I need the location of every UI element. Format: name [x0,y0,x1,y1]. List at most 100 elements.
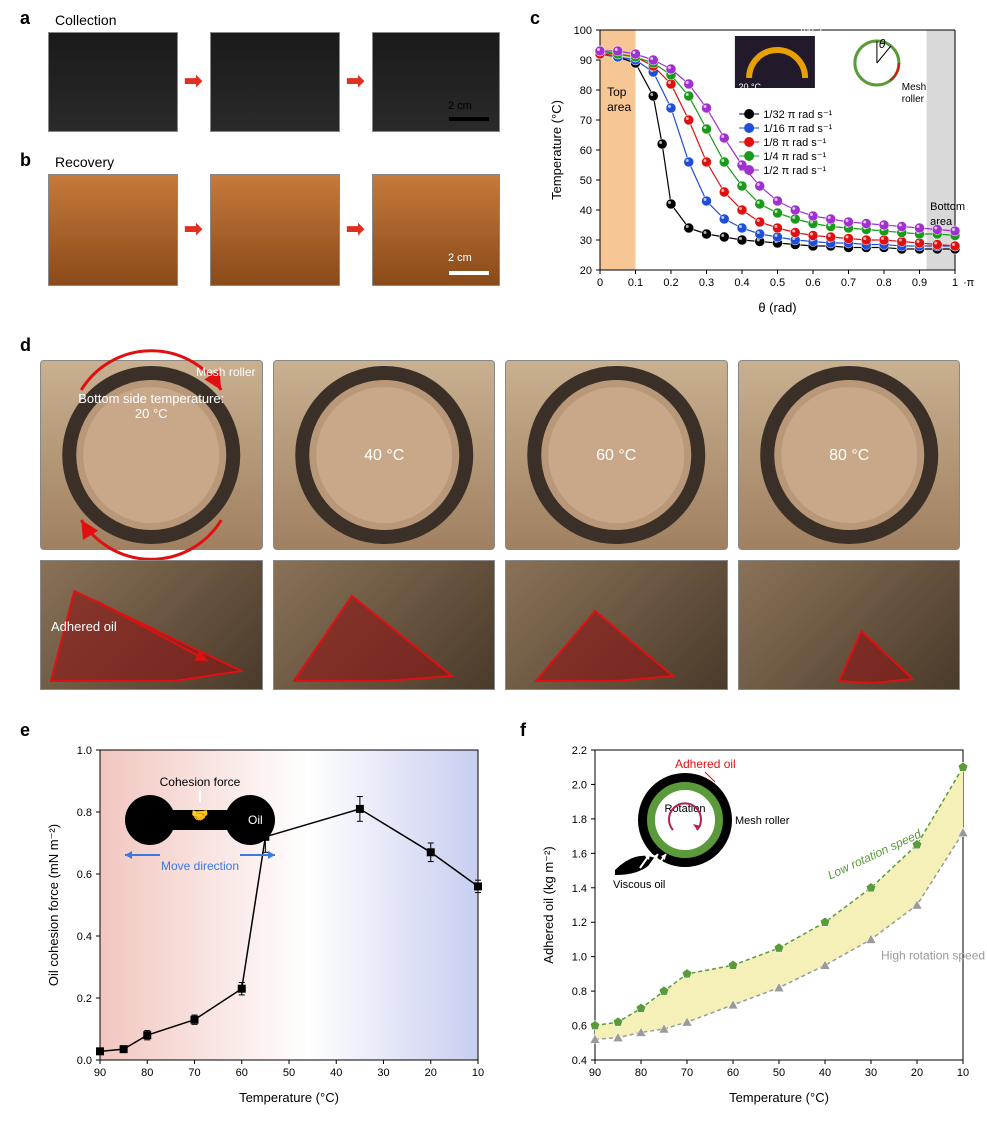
svg-text:0.3: 0.3 [699,277,714,289]
svg-text:0.6: 0.6 [77,869,92,881]
svg-text:Temperature (°C): Temperature (°C) [239,1090,339,1105]
panel-b-image-1 [48,174,178,286]
svg-text:20: 20 [580,265,592,277]
svg-text:θ (rad): θ (rad) [758,300,796,315]
svg-text:90: 90 [94,1067,106,1079]
svg-text:High rotation speed: High rotation speed [881,948,985,962]
svg-text:Top: Top [607,85,627,99]
svg-text:80 °C: 80 °C [829,447,869,464]
panel-b-title: Recovery [55,154,114,170]
svg-text:Adhered oil (kg m⁻²): Adhered oil (kg m⁻²) [541,846,556,963]
svg-text:0.2: 0.2 [663,277,678,289]
panel-f-chart: 0.40.60.81.01.21.41.61.82.02.29080706050… [535,740,975,1110]
svg-text:0.4: 0.4 [572,1055,587,1067]
svg-text:🤝: 🤝 [191,807,208,823]
svg-text:50: 50 [283,1067,295,1079]
svg-text:100 °C: 100 °C [799,25,827,35]
svg-text:Viscous oil: Viscous oil [613,879,665,891]
svg-text:80: 80 [635,1067,647,1079]
svg-text:θ: θ [879,37,886,51]
svg-text:area: area [607,100,631,114]
panel-d-images: Bottom side temperature:20 °CMesh roller… [40,360,960,695]
svg-text:0.5: 0.5 [770,277,785,289]
arrow-icon: ➡ [184,216,202,242]
panel-a-image-2 [210,32,340,132]
svg-text:1/4 π rad s⁻¹: 1/4 π rad s⁻¹ [763,151,826,163]
panel-c-chart: TopareaBottomarea203040506070809010000.1… [545,20,975,320]
svg-text:Cohesion force: Cohesion force [160,775,241,789]
svg-text:0.8: 0.8 [77,807,92,819]
arrow-icon: ➡ [346,68,364,94]
roller-image: Bottom side temperature:20 °CMesh roller [40,360,263,550]
svg-text:2.2: 2.2 [572,745,587,757]
svg-text:0.9: 0.9 [912,277,927,289]
svg-text:40: 40 [819,1067,831,1079]
svg-text:20: 20 [425,1067,437,1079]
panel-a-title: Collection [55,12,116,28]
panel-d-label: d [20,335,31,356]
roller-image: 80 °C [738,360,961,550]
svg-text:100: 100 [574,25,592,37]
svg-text:0.0: 0.0 [77,1055,92,1067]
svg-text:0.1: 0.1 [628,277,643,289]
svg-text:10: 10 [957,1067,969,1079]
svg-text:Oil cohesion force (mN m⁻²): Oil cohesion force (mN m⁻²) [46,824,61,986]
panel-b-scale: 2 cm [448,252,472,264]
svg-text:90: 90 [589,1067,601,1079]
panel-a-scale: 2 cm [448,100,472,112]
svg-text:90: 90 [580,55,592,67]
svg-text:70: 70 [580,115,592,127]
svg-text:10: 10 [472,1067,484,1079]
svg-text:·π: ·π [963,277,975,289]
panel-b-image-2 [210,174,340,286]
svg-text:1.4: 1.4 [572,883,587,895]
svg-text:Oil: Oil [248,813,263,827]
svg-text:2.0: 2.0 [572,779,587,791]
svg-text:Bottom: Bottom [930,201,965,213]
svg-text:0.4: 0.4 [77,931,92,943]
svg-text:Temperature (°C): Temperature (°C) [729,1090,829,1105]
svg-text:0.4: 0.4 [734,277,749,289]
adhered-oil-image [505,560,728,690]
svg-text:40: 40 [580,205,592,217]
svg-text:40 °C: 40 °C [364,447,404,464]
svg-text:80: 80 [580,85,592,97]
svg-text:1.0: 1.0 [572,952,587,964]
svg-text:60: 60 [727,1067,739,1079]
arrow-icon: ➡ [184,68,202,94]
svg-text:0: 0 [597,277,603,289]
svg-text:20 °C: 20 °C [738,82,761,92]
svg-text:0.8: 0.8 [876,277,891,289]
arrow-icon: ➡ [346,216,364,242]
svg-text:60: 60 [236,1067,248,1079]
roller-image: 40 °C [273,360,496,550]
svg-text:1/16 π rad s⁻¹: 1/16 π rad s⁻¹ [763,123,832,135]
svg-text:1/2 π rad s⁻¹: 1/2 π rad s⁻¹ [763,165,826,177]
svg-text:30: 30 [377,1067,389,1079]
svg-text:50: 50 [580,175,592,187]
panel-e-label: e [20,720,30,741]
panel-e-chart: 0.00.20.40.60.81.0908070605040302010Temp… [40,740,490,1110]
roller-image: 60 °C [505,360,728,550]
svg-text:80: 80 [141,1067,153,1079]
svg-text:Adhered oil: Adhered oil [51,619,117,634]
svg-text:Adhered oil: Adhered oil [675,757,736,771]
svg-text:20: 20 [911,1067,923,1079]
svg-text:0.6: 0.6 [805,277,820,289]
svg-text:60 °C: 60 °C [596,447,636,464]
svg-text:0.6: 0.6 [572,1021,587,1033]
svg-text:1.0: 1.0 [77,745,92,757]
panel-a-label: a [20,8,30,29]
svg-text:50: 50 [773,1067,785,1079]
svg-text:Mesh roller: Mesh roller [735,815,790,827]
svg-text:1.8: 1.8 [572,814,587,826]
svg-text:Move direction: Move direction [161,859,239,873]
svg-text:40: 40 [330,1067,342,1079]
svg-text:30: 30 [865,1067,877,1079]
svg-text:Mesh: Mesh [902,82,926,93]
svg-text:70: 70 [188,1067,200,1079]
svg-text:0.7: 0.7 [841,277,856,289]
panel-f-label: f [520,720,526,741]
svg-text:0.8: 0.8 [572,986,587,998]
panel-a-image-1 [48,32,178,132]
